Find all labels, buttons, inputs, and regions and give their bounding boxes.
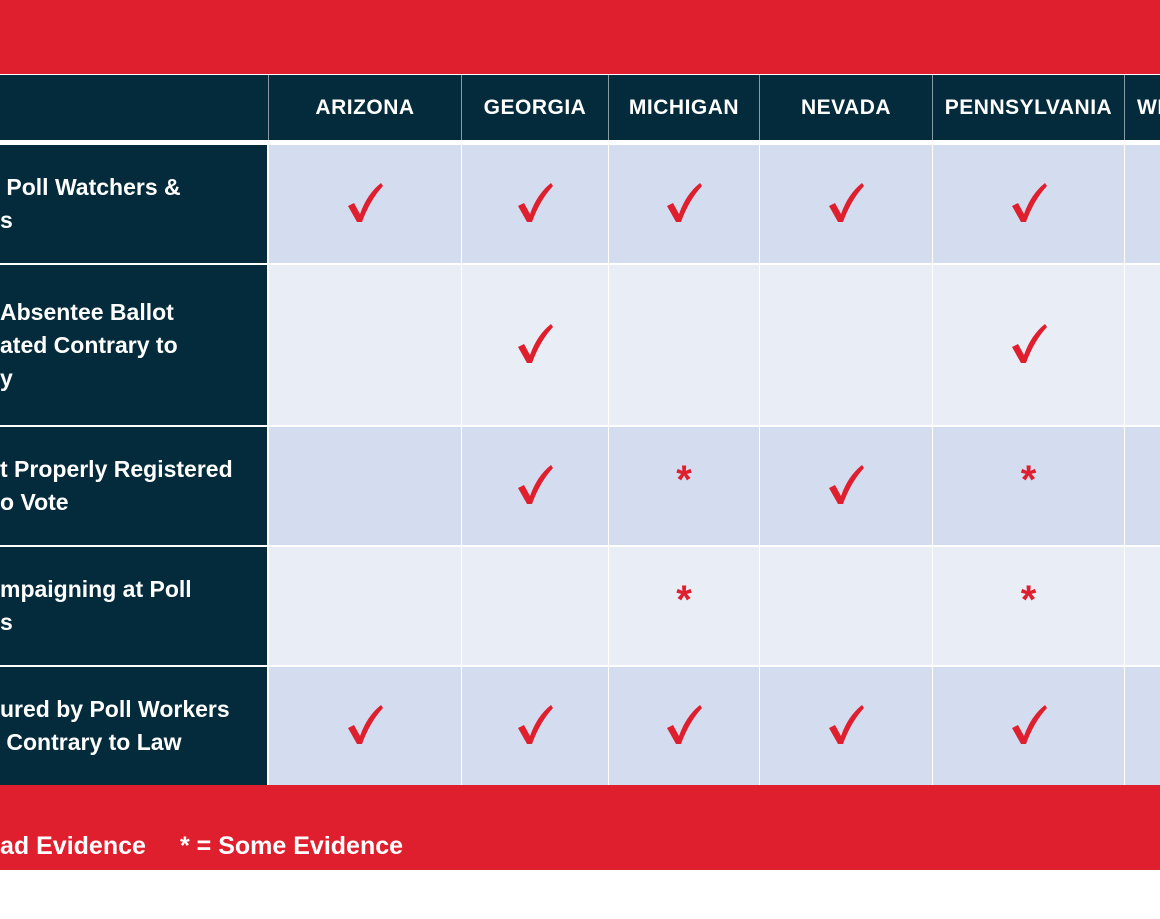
check-icon	[515, 180, 555, 229]
table-cell	[461, 667, 608, 785]
check-icon	[1009, 180, 1049, 229]
row-label-line: mpaigning at Poll	[0, 576, 192, 602]
table-cell	[268, 547, 461, 665]
legend: ad Evidence * = Some Evidence	[0, 832, 403, 919]
row-label-line: ured by Poll Workers	[0, 696, 230, 722]
table-cell	[1124, 265, 1160, 425]
column-header: MICHIGAN	[608, 75, 759, 140]
check-icon	[1009, 702, 1049, 751]
row-label-line: Poll Watchers &	[0, 174, 181, 200]
row-label-line: ated Contrary to	[0, 331, 178, 358]
table-cell	[608, 265, 759, 425]
row-label: Absentee Ballot ated Contrary to y	[0, 265, 267, 425]
check-icon	[515, 321, 555, 370]
row-label-line: o Vote	[0, 489, 69, 515]
row-divider	[0, 263, 1160, 265]
row-label-line: s	[0, 609, 13, 635]
table-cell	[268, 265, 461, 425]
table-cell	[268, 427, 461, 545]
check-icon	[826, 180, 866, 229]
check-icon	[826, 702, 866, 751]
legend-star-text: * = Some Evidence	[180, 832, 404, 860]
column-header: GEORGIA	[461, 75, 608, 140]
table-cell: *	[608, 427, 759, 545]
column-header: NEVADA	[759, 75, 932, 140]
column-header: PENNSYLVANIA	[932, 75, 1124, 140]
table-cell	[759, 265, 932, 425]
table-cell	[759, 667, 932, 785]
header-corner-cell	[0, 75, 268, 140]
table-cell	[608, 145, 759, 263]
asterisk-icon: *	[1020, 458, 1037, 502]
asterisk-icon: *	[676, 578, 692, 622]
table-cell	[268, 145, 461, 263]
row-label: ured by Poll Workers Contrary to Law	[0, 667, 267, 785]
legend-check-text: ad Evidence	[0, 832, 146, 860]
check-icon	[826, 462, 866, 511]
table-cell	[1124, 427, 1160, 545]
table-cell	[608, 667, 759, 785]
table-cell	[268, 667, 461, 785]
header-separator	[0, 140, 1160, 145]
row-label-line: Contrary to Law	[0, 729, 182, 755]
table-cell	[932, 265, 1124, 425]
row-label: mpaigning at Poll s	[0, 547, 267, 665]
table-cell	[759, 427, 932, 545]
row-divider	[0, 545, 1160, 547]
table-cell	[1124, 145, 1160, 263]
column-header: WI	[1124, 75, 1160, 140]
row-divider	[0, 425, 1160, 427]
row-label-line: Absentee Ballot	[0, 298, 174, 325]
legend-banner	[0, 785, 1160, 870]
row-label: t Properly Registered o Vote	[0, 427, 267, 545]
row-label-line: s	[0, 207, 13, 233]
row-label: Poll Watchers & s	[0, 145, 267, 263]
check-icon	[345, 702, 385, 751]
check-icon	[664, 180, 704, 229]
table-cell	[759, 547, 932, 665]
table-cell	[759, 145, 932, 263]
check-icon	[1009, 321, 1049, 370]
check-icon	[345, 180, 385, 229]
table-cell	[932, 145, 1124, 263]
row-divider	[0, 665, 1160, 667]
table-cell	[461, 265, 608, 425]
table-cell	[461, 547, 608, 665]
check-icon	[515, 702, 555, 751]
asterisk-icon: *	[676, 458, 692, 502]
top-banner	[0, 0, 1160, 74]
asterisk-icon: *	[1020, 578, 1037, 622]
table-cell	[1124, 547, 1160, 665]
check-icon	[664, 702, 704, 751]
table-cell	[932, 667, 1124, 785]
table-cell	[461, 145, 608, 263]
table-cell	[461, 427, 608, 545]
row-label-line: t Properly Registered	[0, 456, 233, 482]
table-cell: *	[608, 547, 759, 665]
check-icon	[515, 462, 555, 511]
column-header: ARIZONA	[268, 75, 461, 140]
table-cell: *	[932, 427, 1124, 545]
table-cell	[1124, 667, 1160, 785]
table-cell: *	[932, 547, 1124, 665]
row-label-line: y	[0, 364, 13, 391]
